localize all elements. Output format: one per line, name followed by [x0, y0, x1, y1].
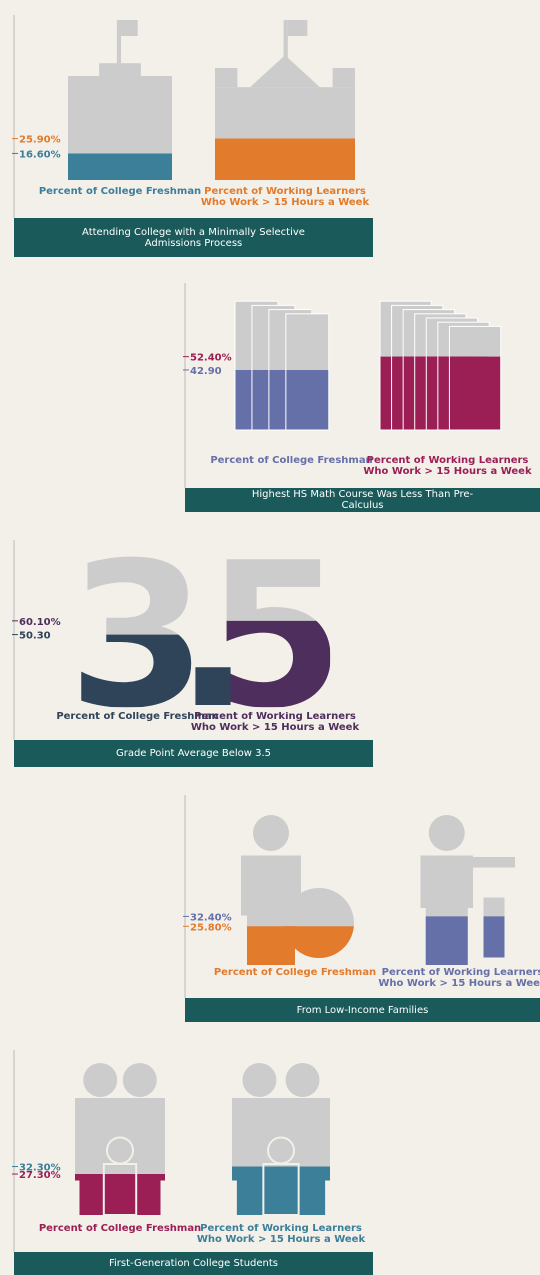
panel-title: First-Generation College Students [14, 1252, 373, 1275]
category-label: Percent of Working Learners Who Work > 1… [368, 968, 540, 989]
panel-title-box: Attending College with a Minimally Selec… [14, 218, 373, 257]
category-label-box: Percent of Working Learners Who Work > 1… [368, 968, 540, 996]
panel-title-box: Grade Point Average Below 3.5 [14, 740, 373, 767]
category-label: Percent of Working Learners Who Work > 1… [186, 1224, 376, 1245]
icon-part [253, 815, 289, 851]
category-label: Percent of Working Learners Who Work > 1… [190, 187, 380, 208]
icon-part [288, 20, 308, 36]
category-label-text: Percent of College Freshman [39, 187, 201, 197]
icon-part [263, 1164, 298, 1215]
panel-title-box: From Low-Income Families [185, 998, 540, 1022]
icon-part [333, 68, 355, 87]
icon-part [123, 1063, 157, 1097]
panel-title: Highest HS Math Course Was Less Than Pre… [185, 488, 540, 512]
icon-part [426, 908, 468, 965]
category-label-text: Percent of Working Learners Who Work > 1… [363, 456, 531, 477]
panel-title: Grade Point Average Below 3.5 [14, 740, 373, 767]
value-label: 42.90 [190, 366, 222, 377]
icon-part [107, 1138, 133, 1164]
panel-title-box: Highest HS Math Course Was Less Than Pre… [185, 488, 540, 512]
category-label-box: Percent of College Freshman [200, 968, 390, 996]
value-label: 32.40% [190, 912, 232, 923]
category-label-text: Percent of Working Learners Who Work > 1… [201, 187, 369, 208]
panel-title: From Low-Income Families [185, 998, 540, 1022]
icon-part [284, 20, 288, 60]
category-label-text: Percent of Working Learners Who Work > 1… [378, 968, 540, 989]
icon-part [286, 1063, 320, 1097]
panel-title-text: Highest HS Math Course Was Less Than Pre… [248, 489, 478, 511]
category-label: Percent of College Freshman [200, 968, 390, 979]
pictogram: . [175, 520, 251, 753]
panel-title: Attending College with a Minimally Selec… [14, 218, 373, 257]
icon-part [121, 20, 138, 36]
category-label-box: Percent of Working Learners Who Work > 1… [186, 1224, 376, 1252]
category-label-text: Percent of College Freshman [214, 968, 376, 978]
icon-part [83, 1063, 117, 1097]
value-label: 25.80% [190, 922, 232, 933]
category-label-text: Percent of Working Learners Who Work > 1… [197, 1224, 365, 1245]
value-label: 16.60% [19, 149, 61, 160]
icon-part [242, 1063, 276, 1097]
value-label: 32.30% [19, 1163, 61, 1174]
icon-part [429, 815, 465, 851]
panel-title-box: First-Generation College Students [14, 1252, 373, 1275]
panel-title-text: First-Generation College Students [109, 1258, 278, 1269]
icon-part [215, 68, 237, 87]
category-label-text: Percent of College Freshman [39, 1224, 201, 1234]
category-label-box: Percent of College Freshman [25, 187, 215, 215]
value-label: 25.90% [19, 135, 61, 146]
category-label: Percent of College Freshman [25, 187, 215, 198]
value-label: 60.10% [19, 617, 61, 628]
category-label-text: Percent of College Freshman [210, 456, 372, 466]
value-label: 52.40% [190, 353, 232, 364]
icon-part [463, 857, 516, 868]
panel-title-text: From Low-Income Families [297, 1005, 429, 1016]
icon-part [99, 63, 141, 76]
category-label-box: Percent of Working Learners Who Work > 1… [190, 187, 380, 215]
infographic: 16.60% Percent of College Freshman 25.90% P… [0, 0, 540, 1275]
category-label-box: Percent of Working Learners Who Work > 1… [353, 456, 540, 484]
icon-part [268, 1138, 294, 1164]
icon-part [117, 20, 121, 63]
panel-title-text: Grade Point Average Below 3.5 [116, 748, 271, 759]
value-label: 50.30 [19, 631, 51, 642]
category-label: Percent of Working Learners Who Work > 1… [353, 456, 540, 477]
panel-title-text: Attending College with a Minimally Selec… [79, 227, 309, 249]
